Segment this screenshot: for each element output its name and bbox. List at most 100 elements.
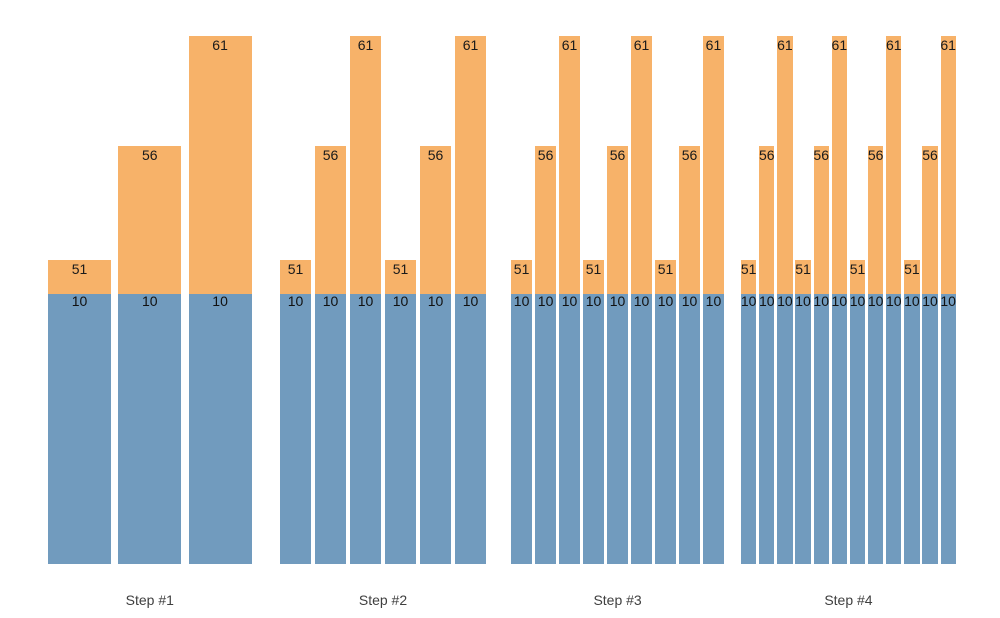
category-label: Step #2 bbox=[358, 592, 408, 608]
bar-base-segment: 10 bbox=[740, 292, 757, 564]
bar: 61 10 bbox=[885, 36, 902, 564]
bar-base-label: 10 bbox=[904, 292, 920, 309]
bar-value-label: 56 bbox=[681, 146, 698, 163]
bar: 51 10 bbox=[740, 259, 757, 564]
bar-value-label: 51 bbox=[904, 260, 920, 277]
category-label: Step #3 bbox=[593, 592, 642, 608]
bar-top-segment: 56 bbox=[420, 145, 451, 294]
bar: 51 10 bbox=[582, 259, 605, 564]
bar-base-label: 10 bbox=[427, 292, 444, 309]
bar-base-segment: 10 bbox=[868, 293, 883, 564]
bar-base-segment: 10 bbox=[511, 293, 533, 564]
bar-base-label: 10 bbox=[740, 292, 757, 309]
bar: 61 10 bbox=[350, 36, 381, 564]
bar: 61 10 bbox=[832, 36, 847, 564]
bar-top-segment: 51 bbox=[582, 259, 605, 294]
bar-base-label: 10 bbox=[609, 292, 626, 309]
bar-top-segment: 56 bbox=[868, 145, 883, 294]
bar-top-segment: 61 bbox=[455, 36, 486, 294]
bar-value-label: 61 bbox=[462, 37, 479, 53]
bar: 61 10 bbox=[630, 36, 653, 564]
bar-group: 51 10 56 10 61 10 51 10 56 10 61 10 51 10 56 10 61 10 bbox=[511, 0, 725, 564]
bar-base-segment: 10 bbox=[886, 293, 902, 564]
bar-base-segment: 10 bbox=[534, 292, 557, 564]
bar: 61 10 bbox=[940, 36, 956, 564]
bar-group: 51 10 56 10 61 10 51 10 56 10 61 10 51 10 56 10 61 10 51 10… bbox=[741, 0, 956, 564]
bar-top-segment: 51 bbox=[654, 259, 677, 294]
bar-top-segment: 51 bbox=[795, 259, 811, 294]
category-label: Step #1 bbox=[125, 592, 174, 608]
bar-base-label: 10 bbox=[940, 292, 956, 309]
bar: 51 10 bbox=[48, 259, 111, 564]
bar-base-label: 10 bbox=[831, 292, 848, 309]
bar-top-segment: 61 bbox=[885, 36, 902, 294]
bar-value-label: 51 bbox=[513, 260, 530, 277]
category-label: Step #4 bbox=[824, 592, 873, 608]
bar-group: 51 10 56 10 61 10 bbox=[48, 0, 252, 564]
bar-value-label: 51 bbox=[849, 260, 866, 277]
bar-base-segment: 10 bbox=[385, 292, 416, 564]
bar-top-segment: 56 bbox=[758, 145, 775, 294]
bar-base-label: 10 bbox=[585, 292, 602, 309]
bar-value-label: 56 bbox=[427, 146, 444, 163]
bar: 61 10 bbox=[188, 36, 252, 564]
bar-top-segment: 51 bbox=[48, 259, 111, 294]
bar-base-segment: 10 bbox=[678, 293, 701, 564]
bar-base-segment: 10 bbox=[420, 292, 451, 564]
bar: 51 10 bbox=[385, 259, 416, 564]
bar-base-label: 10 bbox=[142, 292, 158, 309]
bar-base-segment: 10 bbox=[849, 292, 866, 564]
bar: 51 10 bbox=[654, 259, 677, 564]
bar-top-segment: 61 bbox=[188, 36, 252, 294]
bar-base-label: 10 bbox=[537, 292, 554, 309]
bar-base-label: 10 bbox=[813, 292, 829, 309]
bar-value-label: 61 bbox=[357, 37, 374, 53]
bar-top-segment: 61 bbox=[777, 36, 793, 294]
bar: 51 10 bbox=[849, 259, 866, 564]
bar-value-label: 51 bbox=[657, 260, 674, 277]
bar-top-segment: 61 bbox=[832, 36, 847, 294]
bar-top-segment: 51 bbox=[904, 259, 920, 294]
bar-top-segment: 56 bbox=[678, 145, 701, 294]
bar-top-segment: 61 bbox=[350, 36, 381, 294]
bar-base-label: 10 bbox=[462, 292, 479, 309]
bar-value-label: 51 bbox=[287, 260, 304, 277]
bar: 56 10 bbox=[118, 145, 182, 564]
bar-base-label: 10 bbox=[795, 292, 811, 309]
bar: 56 10 bbox=[813, 145, 829, 564]
bar: 56 10 bbox=[315, 145, 346, 564]
bar-top-segment: 61 bbox=[630, 36, 653, 294]
bar-base-segment: 10 bbox=[831, 292, 848, 564]
bar-top-segment: 61 bbox=[702, 36, 725, 294]
bar-top-segment: 51 bbox=[280, 259, 311, 294]
bar-base-segment: 10 bbox=[455, 292, 486, 564]
bar-base-label: 10 bbox=[849, 292, 866, 309]
bar-value-label: 56 bbox=[758, 146, 775, 163]
bar-top-segment: 51 bbox=[511, 259, 533, 294]
bar-base-label: 10 bbox=[392, 292, 409, 309]
bar-base-segment: 10 bbox=[759, 293, 775, 564]
bar-base-segment: 10 bbox=[188, 293, 252, 564]
bar: 56 10 bbox=[534, 145, 557, 564]
bar-base-segment: 10 bbox=[280, 292, 311, 564]
bar-top-segment: 56 bbox=[315, 145, 346, 294]
bar-base-segment: 10 bbox=[940, 292, 956, 564]
bar: 51 10 bbox=[511, 259, 533, 564]
bar: 56 10 bbox=[420, 145, 451, 564]
bar-value-label: 51 bbox=[71, 260, 88, 277]
bar-value-label: 56 bbox=[813, 146, 829, 163]
bar-base-segment: 10 bbox=[813, 292, 829, 564]
bar-base-label: 10 bbox=[705, 292, 722, 309]
bar-value-label: 56 bbox=[322, 146, 339, 163]
bar-base-segment: 10 bbox=[904, 292, 920, 564]
bar-value-label: 61 bbox=[561, 37, 578, 53]
bar-base-segment: 10 bbox=[654, 293, 677, 564]
bar: 56 10 bbox=[868, 145, 883, 564]
bar-base-label: 10 bbox=[287, 292, 304, 309]
bar-top-segment: 51 bbox=[385, 259, 416, 294]
bar-base-label: 10 bbox=[322, 292, 339, 309]
bar-value-label: 61 bbox=[885, 37, 902, 53]
bar-top-segment: 61 bbox=[940, 36, 956, 294]
bar-base-segment: 10 bbox=[630, 293, 653, 564]
